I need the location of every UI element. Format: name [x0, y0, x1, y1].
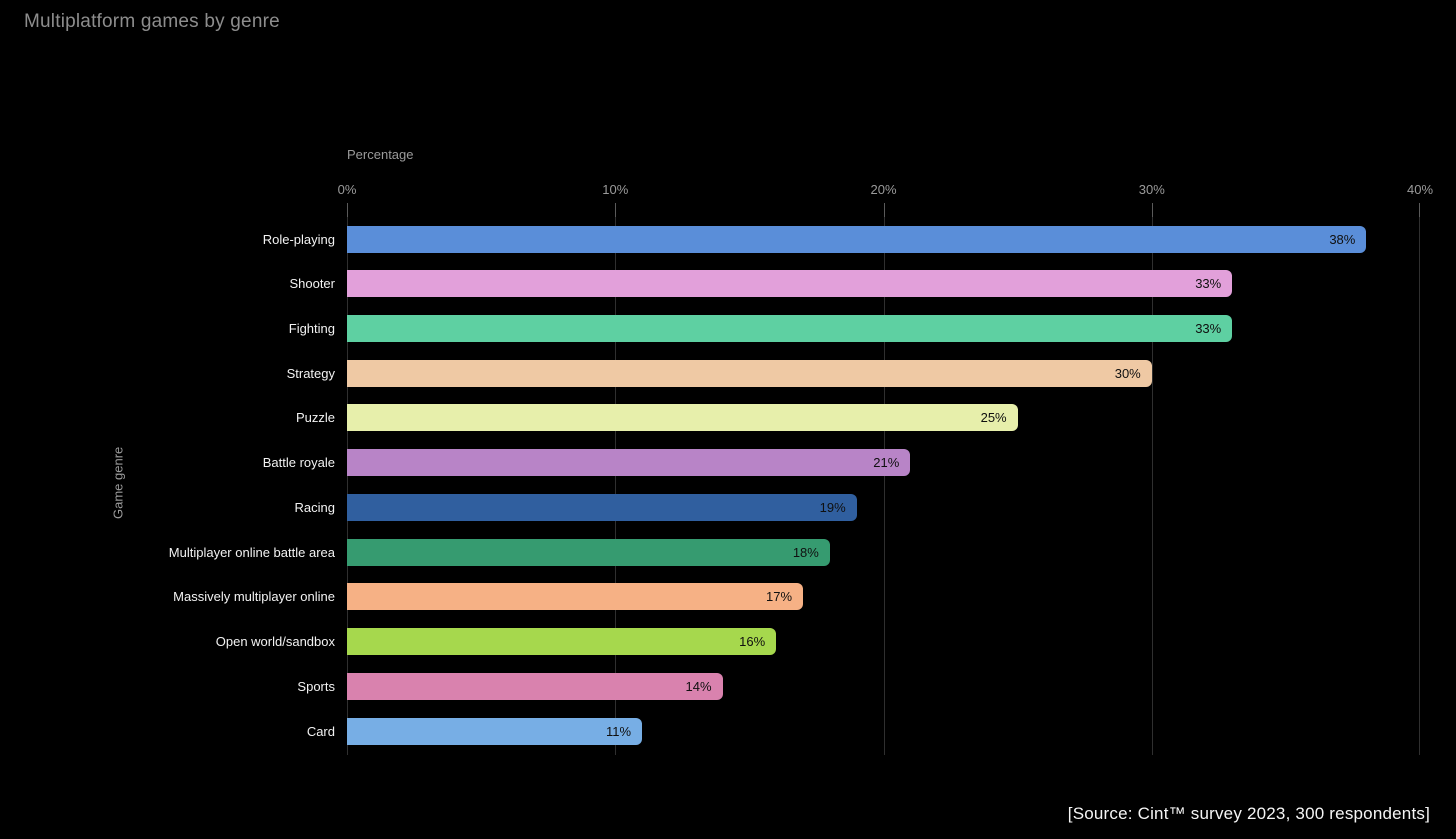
category-label-puzzle: Puzzle	[295, 410, 335, 426]
bar-value-label-sports: 14%	[685, 678, 712, 694]
bar-value-label-role-playing: 38%	[1329, 231, 1356, 247]
category-axis: Role-playing Shooter Fighting Strategy Puzzl…	[0, 210, 335, 755]
source-note: [Source: Cint™ survey 2023, 300 responde…	[1067, 804, 1430, 823]
bar-puzzle: 25%	[347, 404, 1018, 432]
bar-massively-multiplayer-online: 17%	[347, 583, 804, 611]
x-tick-label-30: 30%	[1138, 182, 1165, 197]
plot-area: 0% 10% 20% 30% 40% 38% 33% 33% 30% 25% 21% 19% 18% 17…	[338, 182, 1433, 755]
bar-role-playing: 38%	[347, 225, 1367, 253]
gridline-10	[615, 210, 617, 755]
x-tick-40	[1419, 203, 1420, 217]
bar-value-label-fighting: 33%	[1195, 320, 1222, 336]
gridline-20	[883, 210, 885, 755]
x-tick-label-0: 0%	[337, 182, 357, 197]
category-label-card: Card	[306, 723, 335, 739]
gridline-0	[347, 210, 348, 755]
x-tick-label-40: 40%	[1406, 182, 1434, 197]
x-tick-0	[347, 203, 348, 217]
x-tick-label-10: 10%	[602, 182, 629, 197]
category-label-battle-royale: Battle royale	[262, 455, 335, 471]
bar-value-label-racing: 19%	[819, 499, 846, 515]
gridline-30	[1151, 210, 1153, 755]
bar-multiplayer-online-battle-area: 18%	[347, 538, 830, 566]
category-label-multiplayer-online-battle-area: Multiplayer online battle area	[168, 544, 335, 560]
bar-strategy: 30%	[347, 359, 1152, 387]
category-label-fighting: Fighting	[288, 320, 335, 336]
category-label-racing: Racing	[294, 499, 335, 515]
x-tick-label-20: 20%	[870, 182, 897, 197]
bar-value-label-multiplayer-online-battle-area: 18%	[792, 544, 819, 560]
x-axis-title: Percentage	[347, 147, 414, 162]
bar-open-world-sandbox: 16%	[347, 628, 777, 656]
chart-title: Multiplatform games by genre	[24, 11, 280, 32]
gridline-40	[1419, 210, 1420, 755]
bar-battle-royale: 21%	[347, 449, 911, 477]
category-label-role-playing: Role-playing	[262, 231, 335, 247]
bar-fighting: 33%	[347, 314, 1233, 342]
bar-card: 11%	[347, 717, 643, 745]
category-label-sports: Sports	[297, 678, 335, 694]
bar-value-label-open-world-sandbox: 16%	[739, 634, 766, 650]
bar-racing: 19%	[347, 493, 857, 521]
category-label-massively-multiplayer-online: Massively multiplayer online	[173, 589, 335, 605]
category-label-open-world-sandbox: Open world/sandbox	[215, 634, 335, 650]
bar-sports: 14%	[347, 672, 723, 700]
x-tick-20	[883, 203, 885, 217]
bar-value-label-shooter: 33%	[1195, 276, 1222, 292]
category-label-shooter: Shooter	[289, 276, 335, 292]
bar-shooter: 33%	[347, 270, 1233, 298]
x-tick-30	[1151, 203, 1153, 217]
bar-value-label-card: 11%	[606, 723, 632, 739]
x-tick-10	[615, 203, 617, 217]
bar-value-label-puzzle: 25%	[980, 410, 1007, 426]
bar-value-label-massively-multiplayer-online: 17%	[765, 589, 793, 605]
bar-value-label-strategy: 30%	[1114, 365, 1141, 381]
category-label-strategy: Strategy	[286, 365, 335, 381]
bar-value-label-battle-royale: 21%	[873, 455, 900, 471]
